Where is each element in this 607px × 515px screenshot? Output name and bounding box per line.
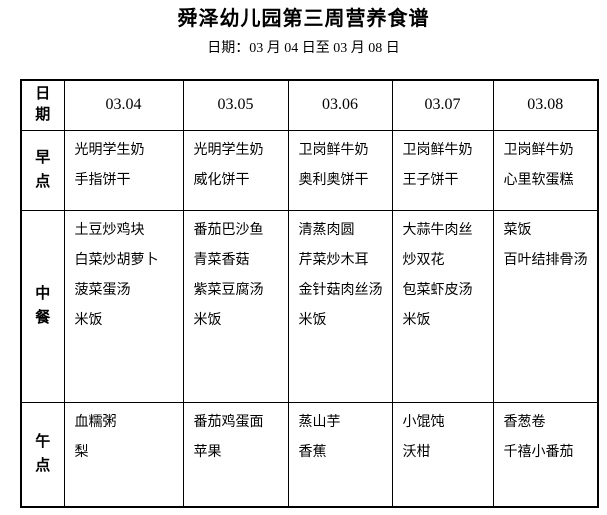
menu-item: 土豆炒鸡块	[74, 222, 145, 238]
label-char: 点	[35, 174, 51, 190]
label-char: 日	[35, 86, 51, 103]
page-title: 舜泽幼儿园第三周营养食谱	[177, 8, 430, 30]
meal-label-snack: 午点	[20, 401, 65, 508]
menu-cell-snack-03.04: 血糯粥梨	[63, 401, 184, 508]
menu-cell-breakfast-03.07: 卫岗鲜牛奶 王子饼干	[391, 129, 494, 211]
menu-item: 卫岗鲜牛奶	[503, 142, 574, 158]
corner-label-date: 日期	[20, 79, 65, 131]
meal-label-breakfast: 早点	[20, 129, 65, 211]
menu-item: 千禧小番茄	[503, 444, 574, 460]
menu-item: 香蕉	[298, 444, 327, 460]
menu-cell-lunch-03.06: 清蒸肉圆芹菜炒木耳金针菇肉丝汤 米饭	[287, 209, 393, 403]
menu-item: 菠菜蛋汤	[74, 282, 131, 298]
menu-item: 奥利奥饼干	[298, 172, 369, 188]
date-header-03.04: 03.04	[63, 79, 184, 131]
menu-item: 小馄饨	[402, 414, 445, 430]
menu-item: 米饭	[193, 312, 222, 328]
menu-item: 威化饼干	[193, 172, 250, 188]
meal-row-snack: 午点血糯粥梨番茄鸡蛋面 苹果 蒸山芋 香蕉 小馄饨 沃柑 香葱卷 千禧小番茄	[20, 401, 599, 508]
menu-item: 芹菜炒木耳	[298, 252, 369, 268]
menu-item: 苹果	[193, 444, 222, 460]
menu-document: 舜泽幼儿园第三周营养食谱 日期：03 月 04 日至 03 月 08 日 日期 …	[0, 6, 607, 515]
menu-cell-snack-03.07: 小馄饨 沃柑	[391, 401, 494, 508]
menu-item: 米饭	[298, 312, 327, 328]
menu-item: 炒双花	[402, 252, 445, 268]
menu-item: 米饭	[402, 312, 431, 328]
menu-item: 菜饭	[503, 222, 532, 238]
menu-item: 紫菜豆腐汤	[193, 282, 264, 298]
menu-item: 百叶结排骨汤	[503, 252, 588, 268]
date-header-03.08: 03.08	[492, 79, 599, 131]
menu-item: 番茄鸡蛋面	[193, 414, 264, 430]
date-header-03.06: 03.06	[287, 79, 393, 131]
menu-cell-lunch-03.05: 番茄巴沙鱼青菜香菇紫菜豆腐汤米饭	[182, 209, 289, 403]
weekly-menu-table: 日期 03.04 03.05 03.06 03.07 03.08 早点光明学生奶 手指饼干…	[20, 79, 599, 508]
label-char: 餐	[35, 310, 51, 326]
menu-item: 光明学生奶	[74, 142, 145, 158]
menu-item: 大蒜牛肉丝	[402, 222, 473, 238]
menu-item: 香葱卷	[503, 414, 546, 430]
label-char: 早	[35, 150, 51, 166]
table-header-row: 日期 03.04 03.05 03.06 03.07 03.08	[20, 79, 599, 131]
menu-cell-breakfast-03.06: 卫岗鲜牛奶奥利奥饼干	[287, 129, 393, 211]
menu-item: 手指饼干	[74, 172, 131, 188]
menu-item: 包菜虾皮汤	[402, 282, 473, 298]
menu-item: 清蒸肉圆	[298, 222, 355, 238]
menu-item: 卫岗鲜牛奶	[402, 142, 473, 158]
menu-cell-lunch-03.07: 大蒜牛肉丝炒双花包菜虾皮汤米饭	[391, 209, 494, 403]
menu-item: 王子饼干	[402, 172, 459, 188]
label-char: 期	[35, 107, 51, 124]
menu-cell-breakfast-03.08: 卫岗鲜牛奶心里软蛋糕	[492, 129, 599, 211]
date-range-subtitle: 日期：03 月 04 日至 03 月 08 日	[207, 41, 400, 56]
menu-cell-snack-03.05: 番茄鸡蛋面 苹果	[182, 401, 289, 508]
label-char: 午	[35, 434, 51, 451]
menu-item: 米饭	[74, 312, 103, 328]
menu-cell-lunch-03.04: 土豆炒鸡块白菜炒胡萝卜 菠菜蛋汤米饭	[63, 209, 184, 403]
menu-cell-breakfast-03.04: 光明学生奶 手指饼干	[63, 129, 184, 211]
menu-item: 卫岗鲜牛奶	[298, 142, 369, 158]
label-char: 点	[35, 458, 51, 475]
menu-cell-breakfast-03.05: 光明学生奶 威化饼干	[182, 129, 289, 211]
menu-cell-lunch-03.08: 菜饭 百叶结排骨汤	[492, 209, 599, 403]
menu-item: 番茄巴沙鱼	[193, 222, 264, 238]
menu-item: 梨	[74, 444, 89, 460]
date-header-03.05: 03.05	[182, 79, 289, 131]
date-header-03.07: 03.07	[391, 79, 494, 131]
meal-row-breakfast: 早点光明学生奶 手指饼干 光明学生奶 威化饼干 卫岗鲜牛奶 奥利奥饼干 卫岗鲜牛奶 王子饼干卫…	[20, 129, 599, 211]
menu-table-body: 早点光明学生奶 手指饼干 光明学生奶 威化饼干 卫岗鲜牛奶 奥利奥饼干 卫岗鲜牛奶 王子饼干卫…	[20, 129, 599, 508]
menu-item: 金针菇肉丝汤	[298, 282, 383, 298]
menu-cell-snack-03.08: 香葱卷 千禧小番茄	[492, 401, 599, 508]
menu-cell-snack-03.06: 蒸山芋 香蕉	[287, 401, 393, 508]
menu-item: 蒸山芋	[298, 414, 341, 430]
label-char: 中	[35, 286, 51, 302]
menu-item: 心里软蛋糕	[503, 172, 574, 188]
menu-item: 白菜炒胡萝卜	[74, 252, 159, 268]
meal-row-lunch: 中餐土豆炒鸡块 白菜炒胡萝卜 菠菜蛋汤 米饭 番茄巴沙鱼 青菜香菇 紫菜豆腐汤 米饭 清蒸肉圆芹…	[20, 209, 599, 403]
menu-item: 血糯粥	[74, 414, 117, 430]
menu-item: 青菜香菇	[193, 252, 250, 268]
menu-item: 沃柑	[402, 444, 431, 460]
meal-label-lunch: 中餐	[20, 209, 65, 403]
menu-item: 光明学生奶	[193, 142, 264, 158]
